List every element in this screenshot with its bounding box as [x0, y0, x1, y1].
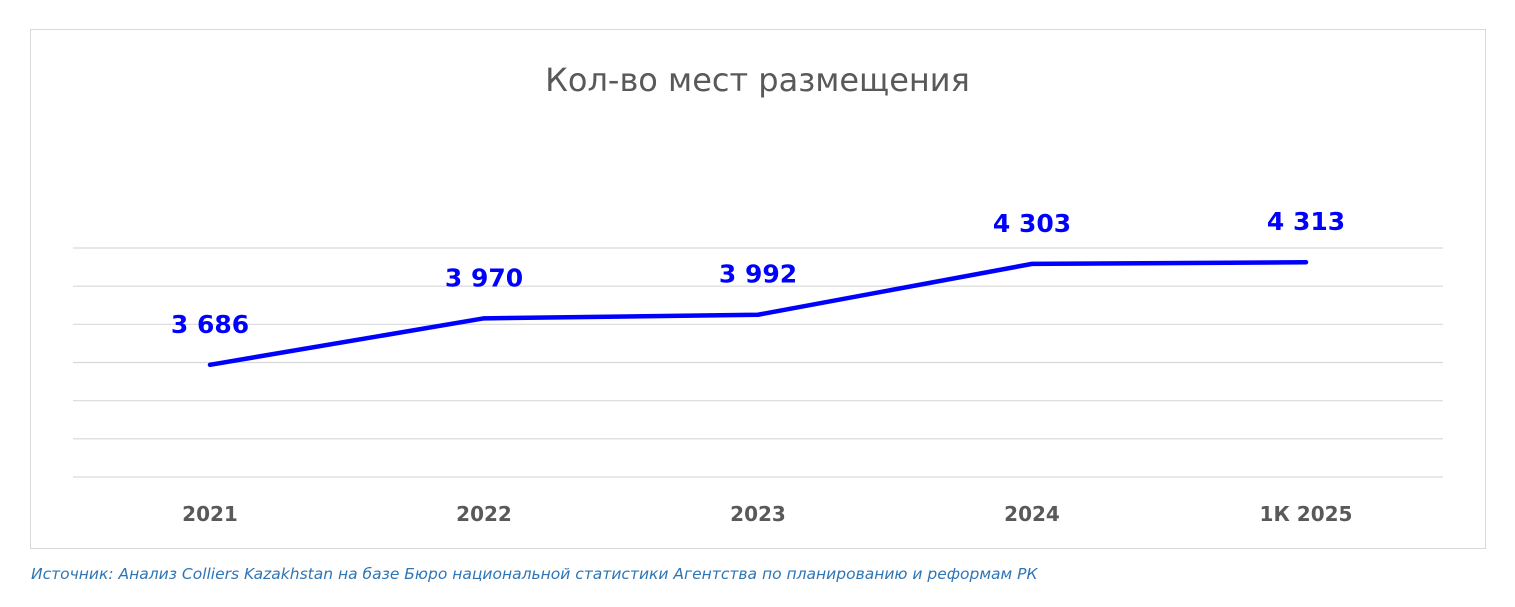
- x-tick-label: 2021: [182, 502, 238, 526]
- gridlines: [73, 247, 1443, 478]
- data-label: 3 992: [719, 260, 797, 289]
- chart-frame: [30, 29, 1486, 549]
- data-label: 4 303: [993, 209, 1071, 238]
- source-note: Источник: Анализ Colliers Kazakhstan на …: [31, 565, 1038, 583]
- data-point: [1030, 261, 1034, 266]
- data-point: [208, 362, 212, 367]
- data-label: 3 686: [171, 310, 249, 339]
- data-point: [756, 312, 760, 317]
- chart-title: Кол-во мест размещения: [545, 61, 970, 99]
- x-tick-label: 2024: [1004, 502, 1060, 526]
- x-tick-label: 1К 2025: [1260, 502, 1353, 526]
- series-line-group: [207, 259, 1309, 368]
- x-tick-label: 2022: [456, 502, 512, 526]
- x-tick-label: 2023: [730, 502, 786, 526]
- data-point: [482, 316, 486, 321]
- data-label: 3 970: [445, 263, 523, 292]
- x-tick-labels: 2021 2022 2023 2024 1К 2025: [182, 502, 1352, 526]
- data-point: [1304, 260, 1308, 265]
- data-labels: 3 686 3 970 3 992 4 303 4 313: [171, 207, 1345, 339]
- data-label: 4 313: [1267, 207, 1345, 236]
